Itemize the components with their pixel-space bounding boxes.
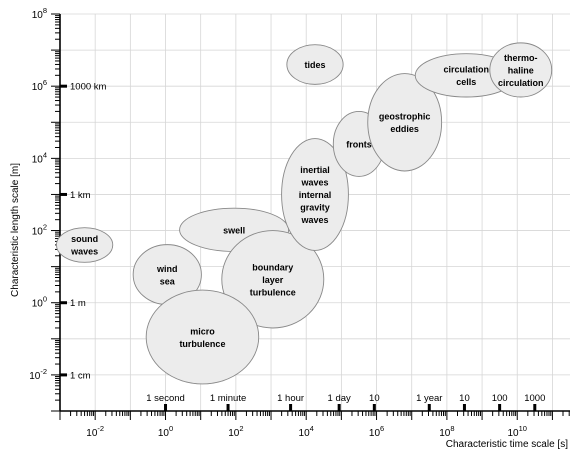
phenomenon-label: waves (70, 247, 98, 257)
time-marker-tick (289, 404, 292, 411)
x-axis-title: Characteristic time scale [s] (446, 439, 568, 450)
phenomenon-label: inertial (300, 165, 330, 175)
time-marker-tick (428, 404, 431, 411)
phenomenon-label: eddies (390, 124, 419, 134)
phenomenon-label: turbulence (179, 339, 225, 349)
phenomenon-label: sea (160, 276, 176, 286)
phenomenon-label: turbulence (250, 287, 296, 297)
length-marker-tick (60, 85, 67, 88)
y-tick-label: 100 (32, 295, 47, 310)
length-marker-label: 1 cm (70, 370, 91, 381)
x-tick-label: 104 (299, 424, 314, 439)
time-marker-label: 1 day (328, 393, 351, 404)
time-marker-label: 1 hour (277, 393, 304, 404)
time-marker-label: 1 minute (210, 393, 246, 404)
y-tick-label: 104 (32, 150, 47, 165)
x-tick-label: 1010 (508, 424, 527, 439)
time-marker-label: 1 second (146, 393, 185, 404)
phenomenon-label: gravity (300, 202, 330, 212)
time-marker-tick (463, 404, 466, 411)
phenomenon: tides (287, 45, 343, 85)
time-marker-label: 10 (369, 393, 380, 404)
time-marker-tick (227, 404, 230, 411)
phenomenon: thermo-haline circulation (490, 43, 552, 97)
time-marker-tick (338, 404, 341, 411)
phenomenon-label: internal (299, 190, 332, 200)
phenomenon-label: cells (456, 77, 476, 87)
x-tick-label: 108 (439, 424, 454, 439)
length-marker-tick (60, 301, 67, 304)
time-marker-tick (533, 404, 536, 411)
phenomena-ellipses: sound waves wind sea swell boundary layer turbu… (56, 43, 551, 384)
length-marker-label: 1000 km (70, 82, 107, 93)
time-marker-label: 1000 (524, 393, 545, 404)
phenomenon-label: circulation (498, 78, 544, 88)
phenomenon-ellipse (146, 290, 259, 384)
phenomenon: sound waves (56, 228, 112, 263)
time-marker-tick (164, 404, 167, 411)
time-marker-label: 10 (459, 393, 470, 404)
time-marker-tick (498, 404, 501, 411)
phenomenon-label: micro (190, 326, 215, 336)
length-marker-label: 1 m (70, 298, 86, 309)
time-marker-label: 1 year (416, 393, 442, 404)
y-tick-label: 10-2 (29, 367, 47, 382)
length-marker-tick (60, 193, 67, 196)
y-tick-label: 106 (32, 78, 47, 93)
phenomenon-label: wind (156, 264, 178, 274)
time-marker-label: 100 (492, 393, 508, 404)
phenomenon-label: fronts (346, 139, 372, 149)
phenomenon-label: geostrophic (379, 112, 431, 122)
phenomenon-label: sound (71, 234, 98, 244)
phenomenon-label: waves (300, 177, 328, 187)
x-tick-label: 10-2 (86, 424, 104, 439)
x-tick-label: 100 (158, 424, 173, 439)
phenomenon-label: tides (304, 60, 325, 70)
y-tick-label: 108 (32, 6, 47, 21)
phenomenon-label: swell (223, 225, 245, 235)
phenomenon-label: waves (300, 215, 328, 225)
phenomenon-label: boundary (252, 262, 293, 272)
phenomenon-label: haline (508, 65, 534, 75)
length-marker-tick (60, 373, 67, 376)
y-tick-label: 102 (32, 223, 47, 238)
phenomenon-label: thermo- (504, 53, 538, 63)
x-tick-label: 102 (228, 424, 243, 439)
phenomenon-label: layer (262, 275, 284, 285)
y-axis-title: Characteristic length scale [m] (10, 163, 21, 297)
x-tick-label: 106 (369, 424, 384, 439)
phenomenon-label: circulation (443, 65, 489, 75)
time-marker-tick (373, 404, 376, 411)
phenomenon-ellipse (56, 228, 112, 263)
length-marker-label: 1 km (70, 190, 91, 201)
phenomenon: micro turbulence (146, 290, 259, 384)
